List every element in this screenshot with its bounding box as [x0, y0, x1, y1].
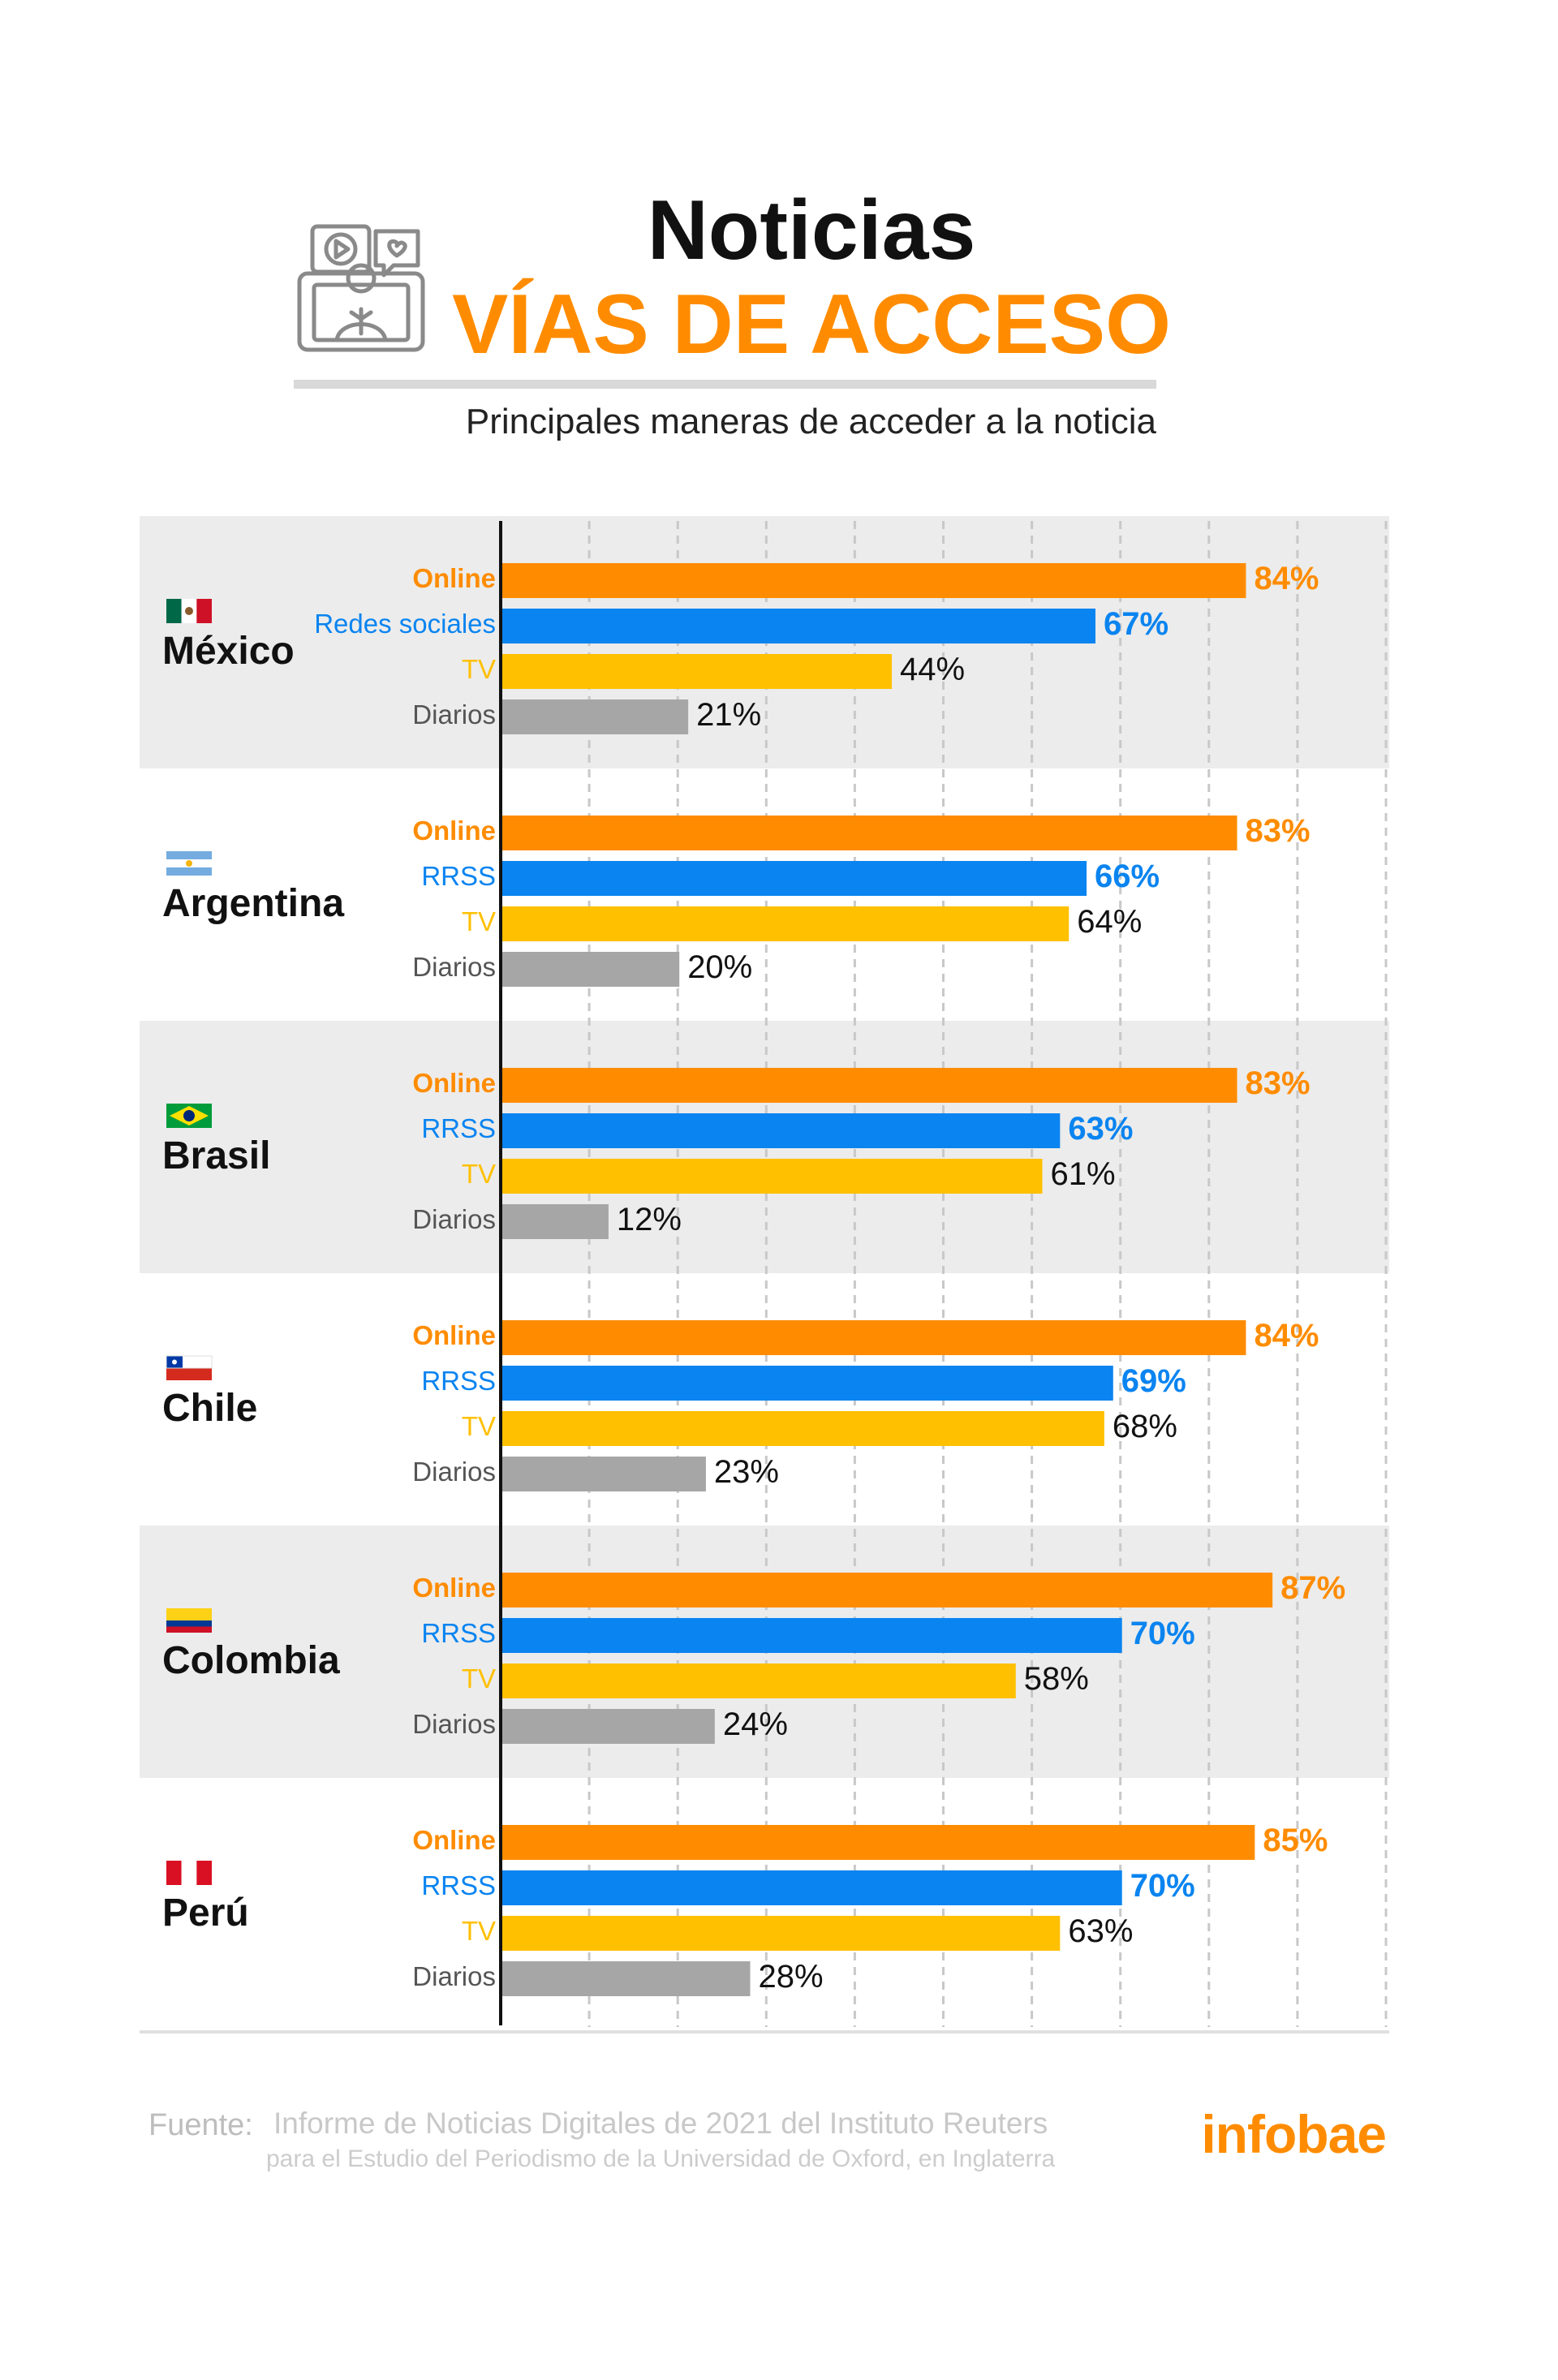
value-label: 66%	[1095, 859, 1160, 894]
value-label: 85%	[1263, 1823, 1328, 1858]
category-label: TV	[462, 1663, 496, 1694]
source-text-line2: para el Estudio del Periodismo de la Uni…	[266, 2145, 1056, 2172]
category-label: Diarios	[412, 952, 496, 982]
news-media-icon	[297, 224, 425, 352]
category-label: Diarios	[412, 1204, 496, 1234]
value-label: 87%	[1280, 1570, 1345, 1606]
value-label: 68%	[1113, 1409, 1177, 1444]
argentina-flag	[166, 851, 212, 876]
bar-tv	[502, 1916, 1061, 1951]
value-label: 67%	[1104, 606, 1168, 642]
category-label: Diarios	[412, 699, 496, 729]
category-label: Online	[412, 1320, 496, 1350]
bar-chart: México Online 84% Redes sociales 67% TV 44% Dia…	[140, 516, 1389, 2034]
category-label: Online	[412, 816, 496, 846]
country-label: Argentina	[162, 882, 344, 925]
value-label: 84%	[1254, 1318, 1319, 1354]
brazil-flag	[166, 1104, 212, 1128]
value-label: 61%	[1051, 1156, 1116, 1192]
bar-diarios	[502, 699, 689, 734]
bar-rrss	[502, 609, 1095, 643]
bar-rrss	[502, 1113, 1061, 1148]
country-label: Chile	[162, 1387, 257, 1430]
value-label: 44%	[900, 652, 965, 687]
category-label: RRSS	[421, 1113, 496, 1143]
bar-tv	[502, 1411, 1104, 1446]
chart-subtitle: VÍAS DE ACCESO	[451, 278, 1172, 372]
category-label: Redes sociales	[314, 609, 496, 639]
bar-diarios	[502, 1709, 715, 1744]
value-label: 58%	[1024, 1661, 1089, 1697]
source-text-line1: Informe de Noticias Digitales de 2021 de…	[273, 2107, 1048, 2140]
title-divider	[294, 380, 1156, 389]
value-label: 24%	[723, 1706, 788, 1742]
value-label: 64%	[1077, 904, 1142, 940]
country-label: México	[162, 630, 295, 673]
brand-logo: infobae	[1201, 2104, 1387, 2164]
colombia-flag	[166, 1608, 212, 1633]
bar-diarios	[502, 1961, 751, 1996]
value-label: 84%	[1254, 561, 1319, 596]
country-label: Colombia	[162, 1639, 340, 1682]
value-label: 12%	[617, 1202, 682, 1237]
chart-title: Noticias	[647, 183, 976, 278]
source-label: Fuente:	[148, 2108, 253, 2142]
peru-flag	[166, 1861, 212, 1885]
value-label: 23%	[714, 1454, 779, 1490]
value-label: 28%	[758, 1959, 823, 1995]
country-label: Brasil	[162, 1134, 270, 1177]
bar-rrss	[502, 1366, 1113, 1401]
category-label: TV	[462, 1159, 496, 1189]
bar-diarios	[502, 1457, 706, 1491]
category-label: TV	[462, 654, 496, 684]
category-label: TV	[462, 1916, 496, 1946]
category-label: RRSS	[421, 861, 496, 891]
value-label: 63%	[1068, 1111, 1133, 1147]
value-label: 83%	[1246, 1065, 1311, 1101]
category-label: TV	[462, 1411, 496, 1441]
value-label: 69%	[1121, 1363, 1186, 1399]
bar-rrss	[502, 1870, 1122, 1905]
category-label: Diarios	[412, 1709, 496, 1739]
bar-online	[502, 1068, 1237, 1103]
bar-online	[502, 1825, 1255, 1860]
value-label: 70%	[1130, 1868, 1195, 1904]
bar-online	[502, 1573, 1273, 1607]
bar-tv	[502, 654, 893, 689]
category-label: Diarios	[412, 1457, 496, 1487]
value-label: 21%	[696, 697, 761, 733]
bar-online	[502, 563, 1246, 598]
bar-tv	[502, 1663, 1016, 1698]
category-label: RRSS	[421, 1618, 496, 1648]
bar-online	[502, 816, 1237, 850]
category-label: Online	[412, 1825, 496, 1855]
bar-online	[502, 1320, 1246, 1355]
category-label: Diarios	[412, 1961, 496, 1991]
value-label: 70%	[1130, 1616, 1195, 1651]
category-label: Online	[412, 563, 496, 593]
category-label: TV	[462, 906, 496, 936]
bar-diarios	[502, 1204, 609, 1239]
chile-flag	[166, 1355, 213, 1380]
category-label: Online	[412, 1068, 496, 1098]
country-label: Perú	[162, 1892, 249, 1935]
bar-rrss	[502, 1618, 1122, 1653]
value-label: 63%	[1068, 1913, 1133, 1949]
value-label: 20%	[687, 949, 752, 985]
bar-tv	[502, 1159, 1043, 1194]
category-label: RRSS	[421, 1366, 496, 1396]
value-label: 83%	[1246, 813, 1311, 849]
category-label: Online	[412, 1573, 496, 1603]
bar-diarios	[502, 952, 680, 987]
bar-tv	[502, 906, 1070, 941]
bar-rrss	[502, 861, 1087, 896]
category-label: RRSS	[421, 1870, 496, 1900]
chart-description: Principales maneras de acceder a la noti…	[465, 402, 1156, 441]
mexico-flag	[166, 599, 212, 623]
